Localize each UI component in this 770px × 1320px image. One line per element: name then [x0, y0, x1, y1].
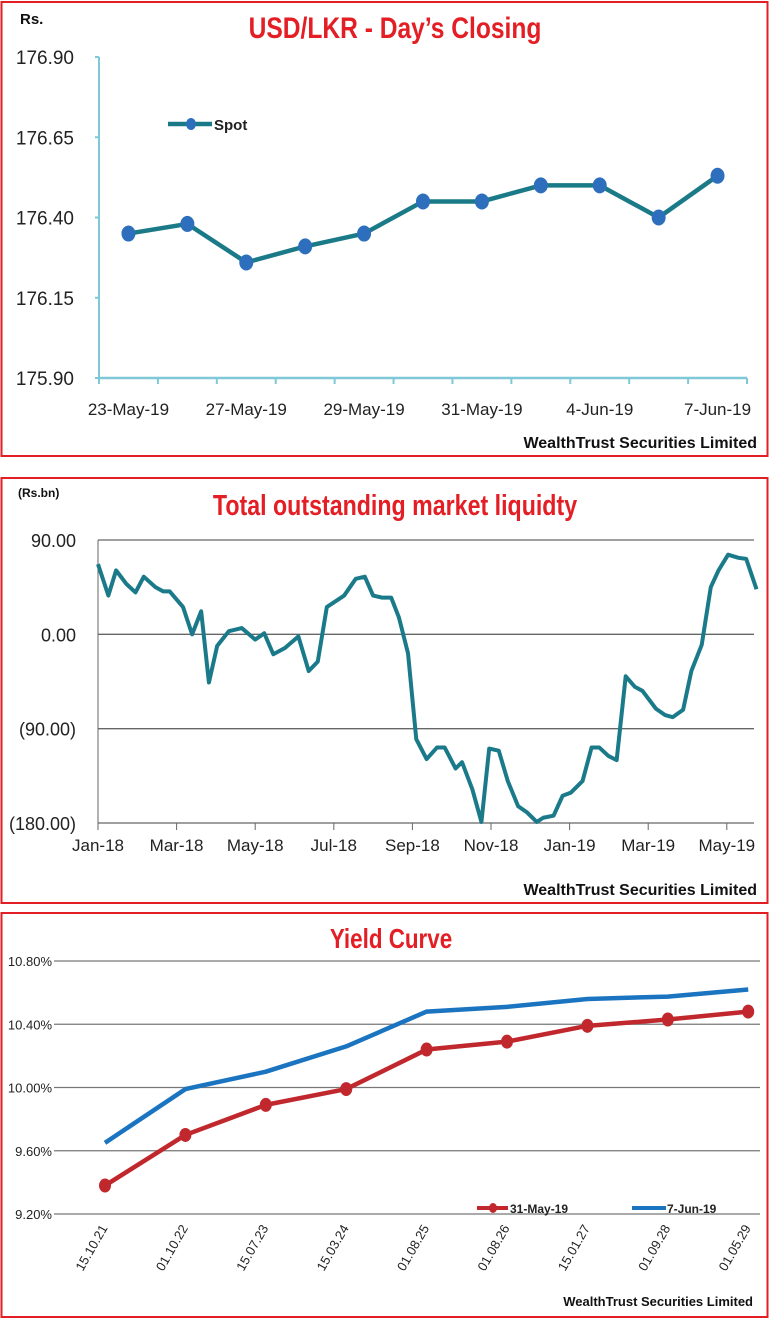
- source-label: WealthTrust Securities Limited: [523, 882, 757, 899]
- x-tick-label: Mar-19: [621, 836, 675, 855]
- x-tick-label: 15.03.24: [314, 1222, 352, 1273]
- data-point-31-may-19: [661, 1012, 674, 1027]
- x-tick-label: Jul-18: [311, 836, 357, 855]
- series-line-31-may-19: [103, 1009, 749, 1188]
- x-tick-label: Mar-18: [150, 836, 204, 855]
- x-tick-label: Sep-18: [385, 836, 440, 855]
- data-point-31-may-19: [420, 1042, 433, 1057]
- x-tick-label: 01.08.25: [394, 1222, 432, 1273]
- series-line-liquidity: [96, 552, 759, 824]
- legend-label-spot: Spot: [214, 117, 247, 134]
- data-point-spot: [298, 238, 313, 255]
- legend-marker-spot: [186, 118, 196, 130]
- x-tick-label: 01.05.29: [716, 1222, 754, 1273]
- panel-border: [0, 477, 769, 904]
- x-tick-label: 7-Jun-19: [684, 400, 751, 419]
- y-tick-label: 10.00%: [8, 1081, 53, 1096]
- y-unit-label: Rs.: [20, 11, 43, 28]
- x-tick-label: 23-May-19: [88, 400, 169, 419]
- data-point-spot: [121, 225, 136, 242]
- legend-marker-31-may-19: [489, 1203, 497, 1213]
- y-tick-label: 176.40: [16, 209, 74, 230]
- y-tick-label: 10.40%: [8, 1017, 53, 1032]
- x-tick-label: Nov-18: [464, 836, 519, 855]
- panel-border: [0, 1, 769, 457]
- y-unit-label: (Rs.bn): [18, 486, 59, 500]
- data-point-spot: [710, 167, 725, 184]
- liquidity-panel: (Rs.bn) Total outstanding market liquidt…: [0, 477, 769, 904]
- x-tick-label: 31-May-19: [441, 400, 522, 419]
- legend-label-7-jun-19: 7-Jun-19: [667, 1202, 717, 1216]
- y-tick-label: 90.00: [31, 531, 76, 551]
- y-tick-label: (180.00): [9, 814, 76, 834]
- chart-title: Yield Curve: [330, 924, 452, 955]
- data-point-31-may-19: [179, 1127, 192, 1142]
- y-tick-label: 176.15: [16, 289, 74, 310]
- x-tick-label: May-19: [698, 836, 755, 855]
- chart-title: USD/LKR - Day’s Closing: [249, 11, 542, 45]
- x-tick-label: Jan-19: [544, 836, 596, 855]
- x-tick-label: 01.08.26: [474, 1222, 512, 1273]
- x-tick-label: May-18: [227, 836, 284, 855]
- data-point-spot: [533, 177, 548, 194]
- data-point-spot: [239, 254, 254, 271]
- usd-lkr-panel: Rs. USD/LKR - Day’s Closing WealthTrust …: [0, 1, 769, 457]
- y-tick-label: 175.90: [16, 369, 74, 390]
- source-label: WealthTrust Securities Limited: [523, 435, 757, 452]
- data-point-31-may-19: [581, 1018, 594, 1033]
- x-tick-label: 15.10.21: [72, 1222, 110, 1273]
- data-point-spot: [592, 177, 607, 194]
- chart-title: Total outstanding market liquidty: [213, 488, 578, 521]
- x-tick-label: 4-Jun-19: [566, 400, 633, 419]
- legend-label-31-may-19: 31-May-19: [510, 1202, 568, 1216]
- x-tick-label: 15.07.23: [233, 1222, 271, 1273]
- x-tick-label: 29-May-19: [323, 400, 404, 419]
- y-tick-label: 0.00: [41, 625, 76, 645]
- x-tick-label: 27-May-19: [206, 400, 287, 419]
- data-point-spot: [474, 193, 489, 210]
- y-tick-label: 176.65: [16, 128, 74, 149]
- data-point-31-may-19: [501, 1034, 513, 1049]
- series-line-7-jun-19: [103, 987, 749, 1145]
- y-tick-label: 10.80%: [8, 954, 53, 969]
- data-point-31-may-19: [340, 1082, 353, 1097]
- x-tick-label: 15.01.27: [555, 1222, 593, 1273]
- y-tick-label: (90.00): [19, 720, 76, 740]
- data-point-31-may-19: [99, 1178, 111, 1193]
- data-point-31-may-19: [259, 1097, 272, 1112]
- series-line-spot: [128, 173, 719, 265]
- data-point-spot: [357, 225, 372, 242]
- data-point-spot: [180, 215, 195, 232]
- panel-border: [0, 912, 769, 1318]
- y-tick-label: 9.20%: [15, 1207, 52, 1222]
- y-tick-label: 176.90: [16, 48, 74, 69]
- x-tick-label: 01.10.22: [153, 1222, 191, 1273]
- data-point-31-may-19: [742, 1004, 755, 1019]
- data-point-spot: [416, 193, 430, 210]
- x-tick-label: Jan-18: [72, 836, 124, 855]
- data-point-spot: [651, 209, 666, 226]
- y-tick-label: 9.60%: [15, 1144, 52, 1159]
- x-tick-label: 01.09.28: [635, 1222, 673, 1273]
- yield-curve-panel: Yield Curve WealthTrust Securities Limit…: [0, 912, 769, 1318]
- source-label: WealthTrust Securities Limited: [563, 1294, 753, 1309]
